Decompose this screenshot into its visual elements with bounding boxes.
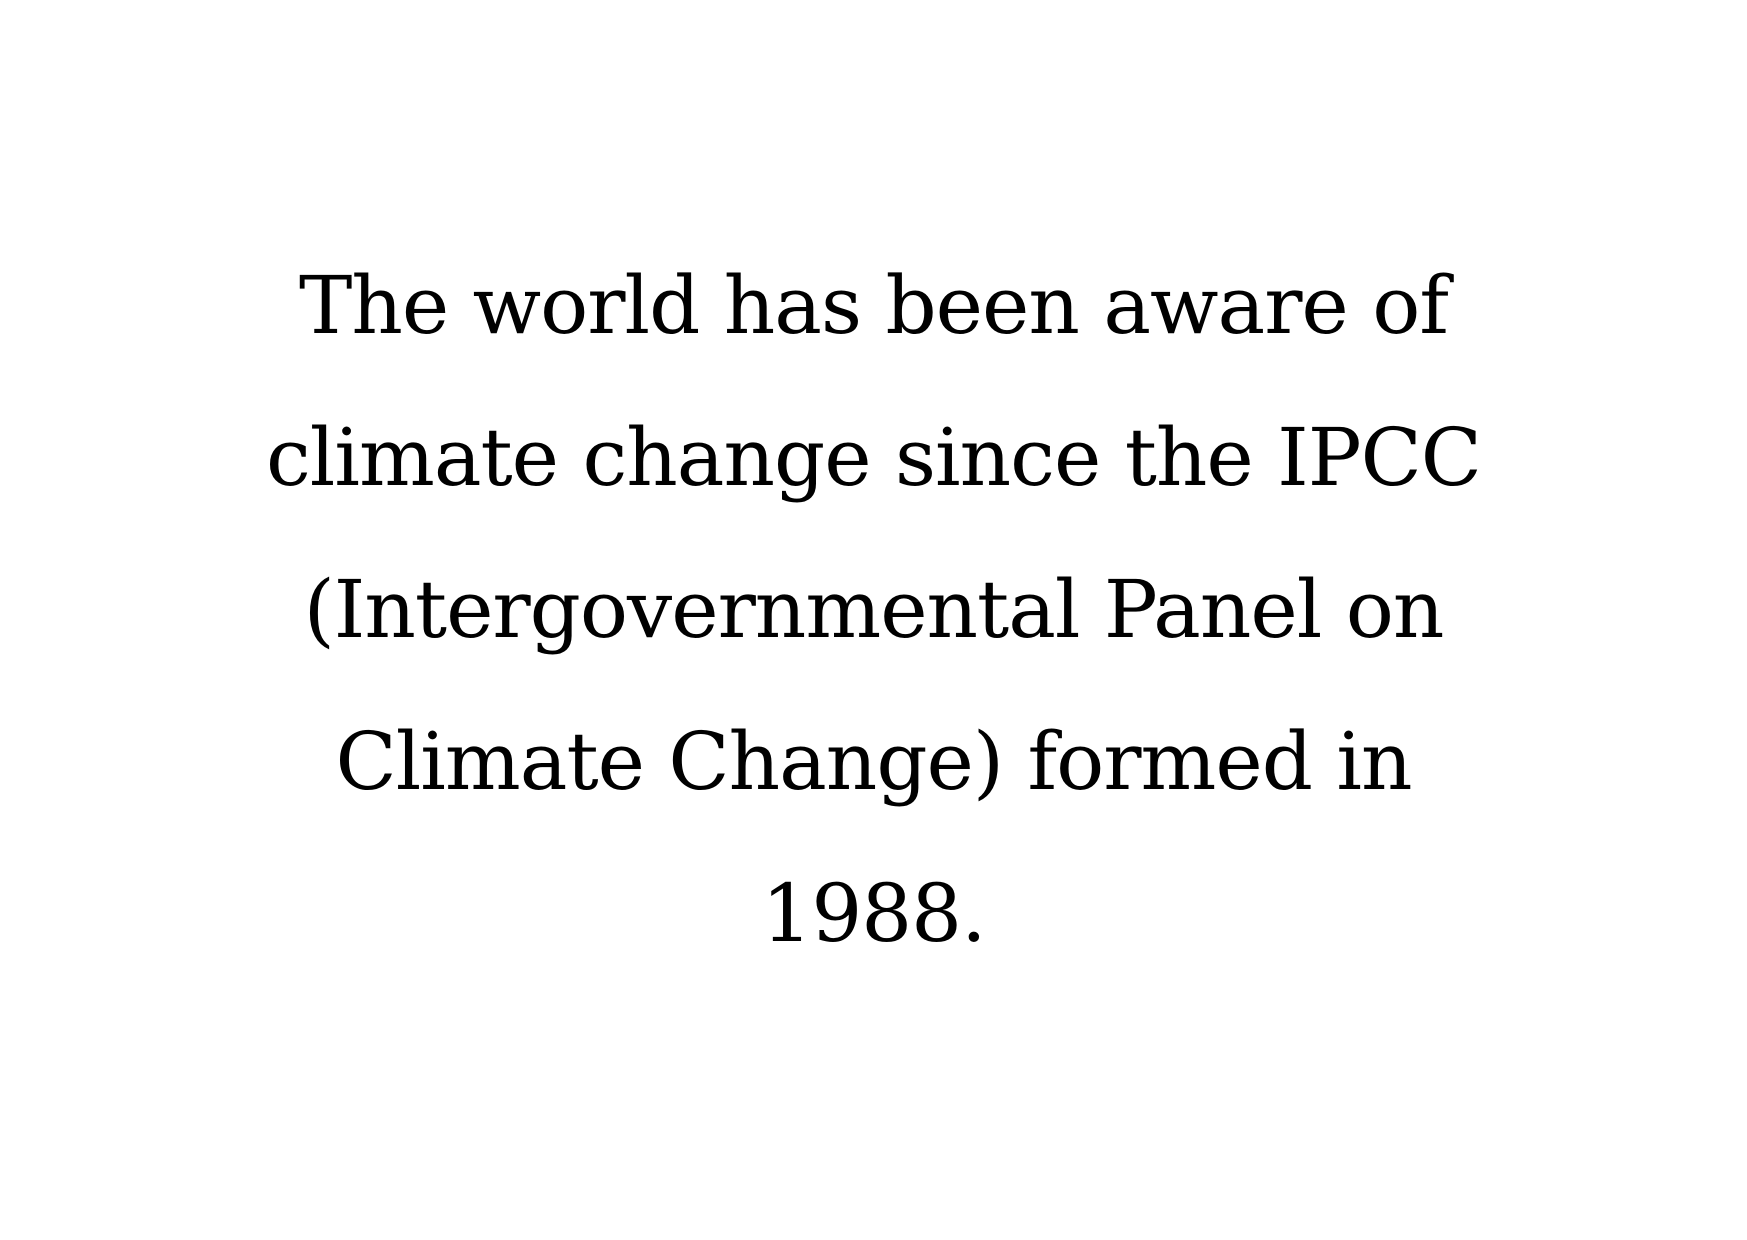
quote-text: The world has been aware of climate chan…	[0, 230, 1747, 990]
quote-line-1: The world has been aware of	[299, 259, 1449, 352]
quote-line-4: Climate Change) formed in	[335, 715, 1413, 808]
quote-line-3: (Intergovernmental Panel on	[303, 563, 1445, 656]
quote-line-5: 1988.	[761, 867, 986, 960]
quote-line-2: climate change since the IPCC	[265, 411, 1482, 504]
